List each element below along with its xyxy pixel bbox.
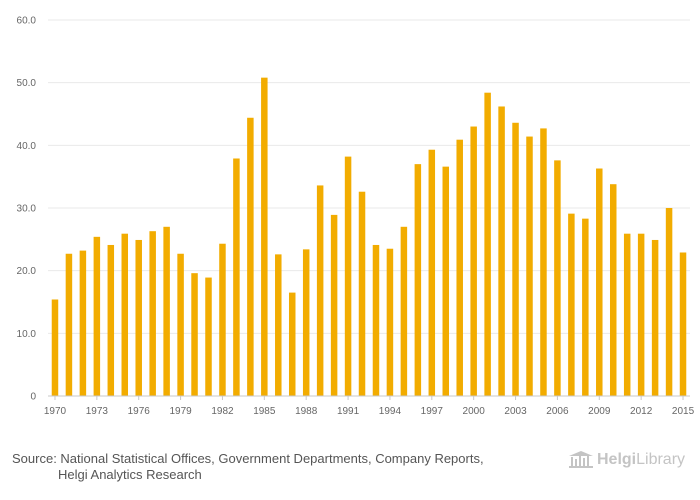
bar-1997 <box>428 149 436 396</box>
y-tick-label: 40.0 <box>17 141 37 152</box>
y-tick-label: 60.0 <box>17 16 37 27</box>
x-tick-label: 2000 <box>463 406 486 417</box>
bar-1984 <box>247 117 254 396</box>
bar-2009 <box>596 168 603 396</box>
x-tick-label: 2012 <box>630 406 653 417</box>
y-tick-label: 50.0 <box>17 78 37 89</box>
bar-1983 <box>233 158 240 396</box>
x-tick-label: 2006 <box>546 406 569 417</box>
x-tick-label: 2015 <box>672 406 695 417</box>
x-tick-label: 2003 <box>504 406 527 417</box>
bar-1970 <box>51 299 59 396</box>
bar-chart: 010.020.030.040.050.060.0 1970 1973 1976 19… <box>17 16 695 418</box>
bar-1991 <box>344 156 352 396</box>
bar-2003 <box>512 122 519 397</box>
logo-text-helgi: Helgi <box>597 451 637 468</box>
bar-1995 <box>400 226 408 396</box>
bar-1998 <box>442 166 450 396</box>
bar-2014 <box>665 208 673 396</box>
x-tick-label: 1973 <box>86 406 109 417</box>
bar-2015 <box>679 252 687 396</box>
y-tick-label: 30.0 <box>17 204 37 215</box>
y-tick-label: 10.0 <box>17 329 37 340</box>
bar-2001 <box>484 92 491 396</box>
bar-1979 <box>177 253 184 396</box>
bar-1978 <box>163 226 170 396</box>
bar-1982 <box>219 243 226 396</box>
gridlines <box>48 19 690 334</box>
bar-2011 <box>623 233 631 396</box>
bar-1975 <box>121 233 129 396</box>
bars <box>51 77 687 397</box>
y-tick-label: 20.0 <box>17 266 37 277</box>
bar-1977 <box>149 231 156 396</box>
library-building-icon <box>569 451 593 468</box>
bar-1987 <box>288 292 296 396</box>
bar-2005 <box>540 128 547 396</box>
x-tick-label: 1988 <box>295 406 318 417</box>
helgi-library-logo: Helgi Library <box>568 451 685 469</box>
bar-2007 <box>568 213 575 396</box>
x-tick-label: 1982 <box>211 406 234 417</box>
x-axis-ticks: 1970 1973 1976 1979 1982 1985 1988 1991 1994 1997… <box>44 396 695 417</box>
bar-1996 <box>414 164 422 396</box>
x-tick-label: 1970 <box>44 406 67 417</box>
bar-1985 <box>261 77 268 397</box>
bar-2006 <box>554 160 561 396</box>
bar-1972 <box>79 250 87 396</box>
bar-2004 <box>526 136 533 396</box>
bar-1999 <box>456 139 463 396</box>
bar-1990 <box>330 214 338 396</box>
source-line-2: Helgi Analytics Research <box>58 467 202 482</box>
bar-2010 <box>609 184 617 396</box>
bar-1992 <box>358 191 366 396</box>
bar-2008 <box>582 218 589 396</box>
bar-2012 <box>637 233 645 396</box>
logo-text-library: Library <box>636 451 686 468</box>
bar-1993 <box>372 244 380 396</box>
bar-2002 <box>498 106 505 396</box>
bar-1980 <box>191 273 198 396</box>
x-tick-label: 1997 <box>421 406 444 417</box>
bar-2000 <box>470 126 477 396</box>
bar-1988 <box>302 249 310 396</box>
source-line-1: Source: National Statistical Offices, Go… <box>12 451 484 466</box>
x-tick-label: 1976 <box>128 406 151 417</box>
x-tick-label: 1991 <box>337 406 360 417</box>
x-tick-label: 2009 <box>588 406 611 417</box>
bar-1973 <box>93 236 101 396</box>
x-tick-label: 1979 <box>169 406 192 417</box>
bar-1981 <box>205 277 212 396</box>
bar-1974 <box>107 244 115 396</box>
bar-1971 <box>65 253 73 396</box>
bar-1994 <box>386 248 394 396</box>
x-tick-label: 1994 <box>379 406 402 417</box>
bar-1986 <box>275 254 282 396</box>
bar-1976 <box>135 239 142 396</box>
y-axis-ticks: 0 10.0 20.0 30.0 40.0 50.0 60.0 <box>17 16 37 403</box>
bar-1989 <box>316 185 324 396</box>
x-tick-label: 1985 <box>253 406 276 417</box>
source-note: Source: National Statistical Offices, Go… <box>12 451 552 483</box>
y-tick-label: 0 <box>30 392 36 403</box>
bar-2013 <box>651 239 659 396</box>
